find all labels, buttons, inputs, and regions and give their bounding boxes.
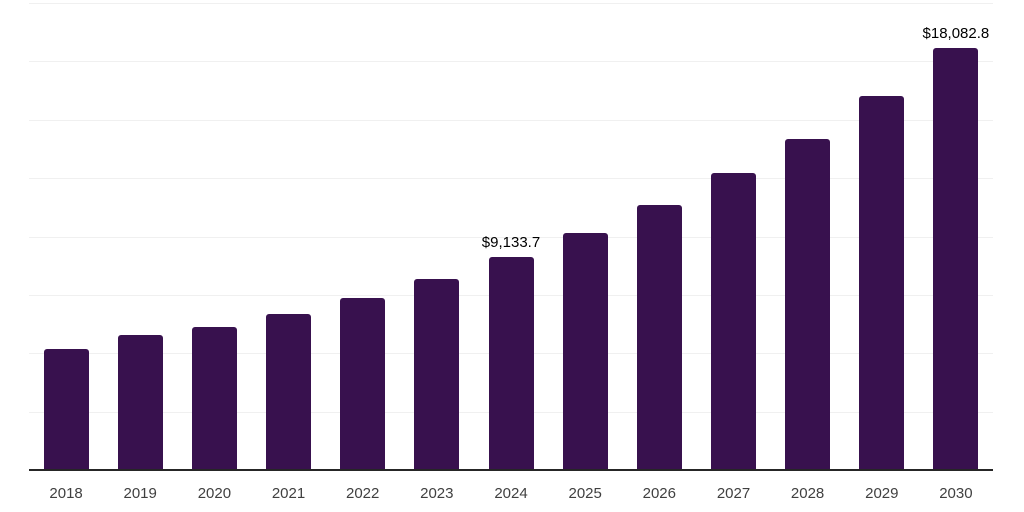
data-label-2030: $18,082.8 — [922, 24, 990, 42]
x-tick-label-2019: 2019 — [123, 485, 157, 502]
x-tick-label-2020: 2020 — [197, 485, 232, 502]
bar-2022 — [340, 297, 386, 470]
x-tick-label-2029: 2029 — [865, 485, 899, 502]
x-tick-label-2030: 2030 — [939, 485, 973, 502]
bar-2026 — [636, 205, 682, 470]
x-tick-label-2028: 2028 — [790, 485, 825, 502]
gridline — [29, 61, 993, 63]
x-tick-label-2022: 2022 — [346, 485, 380, 502]
bar-2021 — [266, 313, 311, 470]
gridline — [29, 236, 993, 238]
bar-2028 — [785, 138, 831, 470]
x-axis-line — [29, 469, 993, 471]
x-tick-label-2024: 2024 — [494, 485, 528, 502]
bar-2030 — [933, 47, 979, 470]
bar-2024 — [488, 256, 534, 470]
gridline — [29, 3, 993, 4]
bar-2029 — [859, 95, 905, 470]
bar-2027 — [711, 173, 756, 470]
x-tick-label-2021: 2021 — [271, 485, 306, 502]
x-tick-label-2018: 2018 — [49, 485, 83, 502]
x-tick-label-2025: 2025 — [568, 485, 602, 502]
bar-2023 — [414, 278, 460, 470]
data-label-2024: $9,133.7 — [481, 233, 541, 251]
x-tick-label-2027: 2027 — [716, 485, 751, 502]
x-tick-label-2026: 2026 — [642, 485, 676, 502]
gridline — [29, 178, 993, 180]
bar-2019 — [117, 334, 163, 470]
bar-2018 — [43, 348, 89, 470]
bar-2020 — [191, 326, 237, 470]
x-tick-label-2023: 2023 — [420, 485, 454, 502]
gridline — [29, 119, 993, 121]
bar-2025 — [562, 233, 608, 470]
